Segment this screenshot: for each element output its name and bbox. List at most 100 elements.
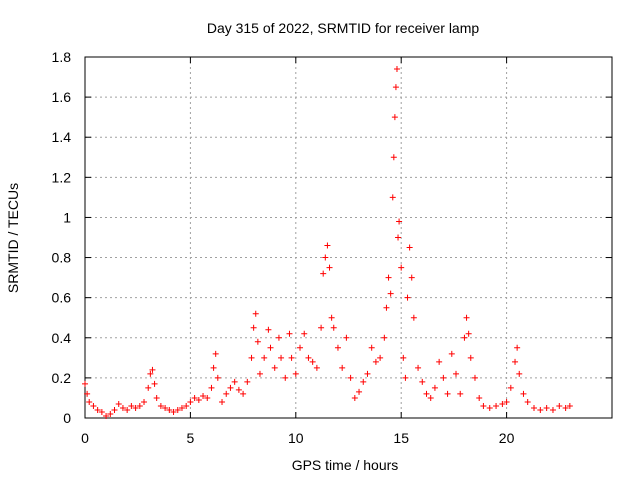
data-point: [183, 402, 190, 409]
x-tick-label: 10: [288, 430, 304, 446]
data-point: [431, 384, 438, 391]
y-axis-label: SRMTID / TECUs: [5, 183, 21, 293]
data-point: [556, 402, 563, 409]
data-point: [191, 394, 198, 401]
data-point: [212, 350, 219, 357]
x-tick-label: 0: [81, 430, 89, 446]
data-point: [440, 374, 447, 381]
data-point: [486, 404, 493, 411]
y-tick-label: 0.6: [52, 290, 72, 306]
data-point: [330, 324, 337, 331]
data-point: [240, 390, 247, 397]
data-point: [124, 406, 131, 413]
data-point: [261, 354, 268, 361]
data-point: [136, 402, 143, 409]
x-tick-label: 20: [499, 430, 515, 446]
data-point: [292, 370, 299, 377]
data-point: [524, 398, 531, 405]
data-point: [381, 334, 388, 341]
data-point: [162, 404, 169, 411]
data-point: [208, 384, 215, 391]
data-point: [252, 310, 259, 317]
data-point: [339, 364, 346, 371]
data-point: [436, 358, 443, 365]
data-point: [457, 390, 464, 397]
data-point: [286, 330, 293, 337]
data-point: [235, 386, 242, 393]
data-point: [334, 344, 341, 351]
data-point: [223, 390, 230, 397]
data-point: [250, 324, 257, 331]
data-point: [157, 402, 164, 409]
data-points: [82, 66, 573, 419]
data-point: [562, 404, 569, 411]
plot-frame: [84, 56, 613, 419]
data-point: [364, 370, 371, 377]
data-point: [153, 394, 160, 401]
data-point: [423, 390, 430, 397]
data-point: [514, 344, 521, 351]
data-point: [395, 234, 402, 241]
data-point: [467, 354, 474, 361]
data-point: [391, 114, 398, 121]
data-point: [301, 330, 308, 337]
data-point: [288, 354, 295, 361]
data-point: [313, 364, 320, 371]
y-tick-label: 1.6: [52, 89, 72, 105]
data-point: [107, 410, 114, 417]
y-tick-labels: 0 0.2 0.4 0.6 0.8 1 1.2 1.4 1.6 1.8: [52, 49, 72, 426]
data-point: [448, 350, 455, 357]
data-point: [419, 378, 426, 385]
data-point: [566, 402, 573, 409]
data-point: [400, 354, 407, 361]
data-point: [543, 404, 550, 411]
data-point: [512, 358, 519, 365]
data-point: [128, 402, 135, 409]
data-point: [328, 314, 335, 321]
x-tick-labels: 0 5 10 15 20: [81, 430, 514, 446]
data-point: [408, 274, 415, 281]
data-point: [383, 304, 390, 311]
data-point: [94, 406, 101, 413]
data-point: [406, 244, 413, 251]
data-point: [98, 408, 105, 415]
data-point: [402, 374, 409, 381]
y-tick-label: 1: [63, 209, 71, 225]
y-tick-label: 1.2: [52, 169, 72, 185]
data-point: [265, 326, 272, 333]
data-point: [195, 396, 202, 403]
data-point: [210, 364, 217, 371]
data-point: [415, 364, 422, 371]
data-point: [404, 294, 411, 301]
y-tick-label: 0: [63, 410, 71, 426]
y-tick-label: 0.4: [52, 330, 72, 346]
data-point: [227, 384, 234, 391]
data-point: [326, 264, 333, 271]
data-point: [549, 406, 556, 413]
data-point: [278, 354, 285, 361]
data-point: [141, 398, 148, 405]
data-point: [170, 408, 177, 415]
data-point: [187, 398, 194, 405]
data-point: [244, 378, 251, 385]
data-point: [453, 370, 460, 377]
data-point: [318, 324, 325, 331]
data-point: [119, 404, 126, 411]
data-point: [520, 390, 527, 397]
x-tick-label: 5: [187, 430, 195, 446]
grid: [85, 57, 612, 418]
data-point: [254, 338, 261, 345]
data-point: [174, 406, 181, 413]
data-point: [275, 334, 282, 341]
data-point: [271, 364, 278, 371]
x-axis-label: GPS time / hours: [292, 457, 399, 473]
data-point: [90, 402, 97, 409]
data-point: [356, 388, 363, 395]
data-point: [398, 264, 405, 271]
y-tick-label: 1.4: [52, 129, 72, 145]
y-tick-label: 0.8: [52, 250, 72, 266]
data-point: [214, 374, 221, 381]
data-point: [84, 390, 91, 397]
data-point: [103, 412, 110, 419]
